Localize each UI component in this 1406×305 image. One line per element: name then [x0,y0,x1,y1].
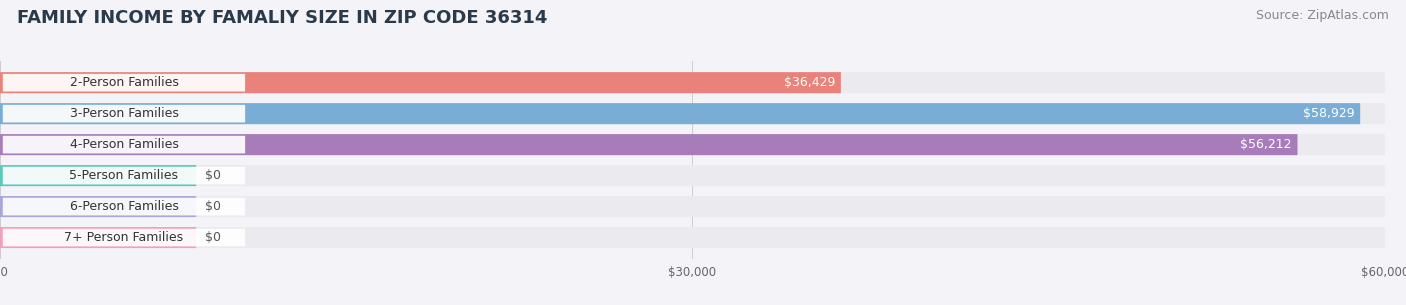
Text: $0: $0 [204,169,221,182]
FancyBboxPatch shape [0,227,1385,248]
Text: 2-Person Families: 2-Person Families [69,76,179,89]
FancyBboxPatch shape [3,198,245,215]
FancyBboxPatch shape [3,167,245,185]
FancyBboxPatch shape [0,227,197,248]
FancyBboxPatch shape [3,136,245,153]
FancyBboxPatch shape [3,105,245,123]
Text: 7+ Person Families: 7+ Person Families [65,231,184,244]
FancyBboxPatch shape [0,196,197,217]
Text: $0: $0 [204,200,221,213]
Text: 4-Person Families: 4-Person Families [69,138,179,151]
Text: $56,212: $56,212 [1240,138,1292,151]
FancyBboxPatch shape [3,229,245,246]
Text: $0: $0 [204,231,221,244]
FancyBboxPatch shape [0,165,1385,186]
Text: 3-Person Families: 3-Person Families [69,107,179,120]
Text: 6-Person Families: 6-Person Families [69,200,179,213]
FancyBboxPatch shape [0,103,1385,124]
FancyBboxPatch shape [0,134,1298,155]
FancyBboxPatch shape [0,103,1360,124]
FancyBboxPatch shape [0,165,197,186]
Text: $58,929: $58,929 [1303,107,1354,120]
FancyBboxPatch shape [0,134,1385,155]
FancyBboxPatch shape [0,72,841,93]
FancyBboxPatch shape [0,72,1385,93]
Text: FAMILY INCOME BY FAMALIY SIZE IN ZIP CODE 36314: FAMILY INCOME BY FAMALIY SIZE IN ZIP COD… [17,9,547,27]
FancyBboxPatch shape [0,196,1385,217]
Text: Source: ZipAtlas.com: Source: ZipAtlas.com [1256,9,1389,22]
Text: 5-Person Families: 5-Person Families [69,169,179,182]
FancyBboxPatch shape [3,74,245,92]
Text: $36,429: $36,429 [785,76,835,89]
